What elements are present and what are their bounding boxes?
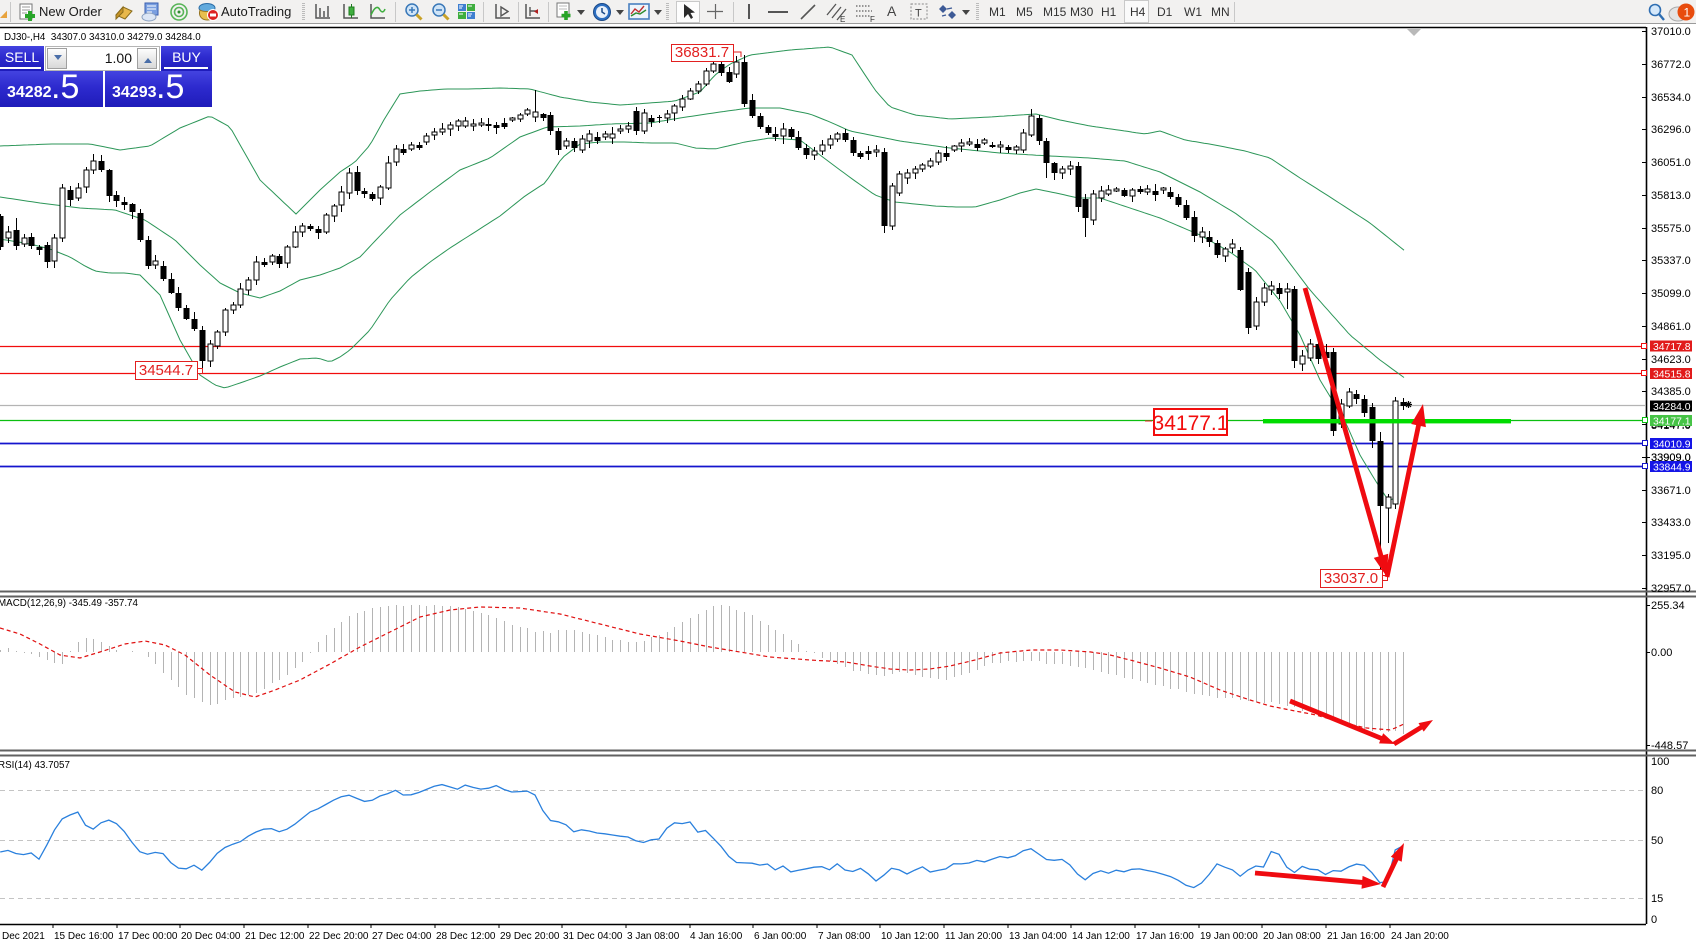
svg-text:27 Dec 04:00: 27 Dec 04:00	[372, 931, 432, 942]
svg-text:15 Dec 16:00: 15 Dec 16:00	[54, 931, 114, 942]
svg-text:0: 0	[1651, 914, 1657, 926]
svg-text:37010.0: 37010.0	[1651, 26, 1691, 38]
svg-text:T: T	[915, 8, 922, 20]
svg-text:34515.8: 34515.8	[1653, 369, 1691, 380]
svg-text:7 Jan 08:00: 7 Jan 08:00	[818, 931, 871, 942]
svg-text:80: 80	[1651, 785, 1663, 797]
svg-text:255.34: 255.34	[1651, 600, 1685, 612]
svg-text:33037.0: 33037.0	[1324, 570, 1378, 587]
svg-text:13 Jan 04:00: 13 Jan 04:00	[1009, 931, 1067, 942]
svg-text:33195.0: 33195.0	[1651, 550, 1691, 562]
svg-text:35813.0: 35813.0	[1651, 190, 1691, 202]
svg-text:34544.7: 34544.7	[139, 362, 193, 379]
svg-text:15: 15	[1651, 893, 1663, 905]
svg-text:0.00: 0.00	[1651, 647, 1672, 659]
svg-text:35099.0: 35099.0	[1651, 288, 1691, 300]
svg-text:Dec 2021: Dec 2021	[2, 931, 45, 942]
svg-text:20 Jan 08:00: 20 Jan 08:00	[1263, 931, 1321, 942]
svg-text:34010.9: 34010.9	[1653, 439, 1691, 450]
svg-text:1: 1	[1684, 6, 1691, 20]
svg-text:34177.1: 34177.1	[1153, 412, 1229, 435]
svg-text:DJ30-,H4 34307.0 34310.0 3427: DJ30-,H4 34307.0 34310.0 34279.0 34284.0	[4, 32, 201, 43]
svg-text:31 Dec 04:00: 31 Dec 04:00	[563, 931, 623, 942]
svg-text:14 Jan 12:00: 14 Jan 12:00	[1072, 931, 1130, 942]
svg-text:21 Jan 16:00: 21 Jan 16:00	[1327, 931, 1385, 942]
svg-text:36296.0: 36296.0	[1651, 124, 1691, 136]
svg-text:20 Dec 04:00: 20 Dec 04:00	[181, 931, 241, 942]
svg-text:17 Dec 00:00: 17 Dec 00:00	[118, 931, 178, 942]
svg-text:33844.9: 33844.9	[1653, 462, 1691, 473]
svg-text:19 Jan 00:00: 19 Jan 00:00	[1200, 931, 1258, 942]
svg-text:11 Jan 20:00: 11 Jan 20:00	[945, 931, 1003, 942]
svg-text:100: 100	[1651, 756, 1669, 768]
svg-text:36534.0: 36534.0	[1651, 92, 1691, 104]
svg-text:17 Jan 16:00: 17 Jan 16:00	[1136, 931, 1194, 942]
svg-text:36831.7: 36831.7	[675, 44, 729, 61]
svg-text:6 Jan 00:00: 6 Jan 00:00	[754, 931, 807, 942]
svg-text:36772.0: 36772.0	[1651, 59, 1691, 71]
svg-text:34284.0: 34284.0	[1653, 402, 1691, 413]
svg-text:34861.0: 34861.0	[1651, 321, 1691, 333]
svg-text:3 Jan 08:00: 3 Jan 08:00	[627, 931, 680, 942]
svg-text:36051.0: 36051.0	[1651, 157, 1691, 169]
svg-text:21 Dec 12:00: 21 Dec 12:00	[245, 931, 305, 942]
svg-text:4 Jan 16:00: 4 Jan 16:00	[690, 931, 743, 942]
svg-text:35337.0: 35337.0	[1651, 255, 1691, 267]
svg-text:33433.0: 33433.0	[1651, 517, 1691, 529]
svg-text:29 Dec 20:00: 29 Dec 20:00	[500, 931, 560, 942]
svg-text:-448.57: -448.57	[1651, 740, 1688, 752]
svg-text:MACD(12,26,9) -345.49 -357.74: MACD(12,26,9) -345.49 -357.74	[0, 598, 139, 609]
svg-text:24 Jan 20:00: 24 Jan 20:00	[1391, 931, 1449, 942]
svg-text:32957.0: 32957.0	[1651, 583, 1691, 595]
svg-text:22 Dec 20:00: 22 Dec 20:00	[309, 931, 369, 942]
svg-text:RSI(14) 43.7057: RSI(14) 43.7057	[0, 760, 70, 771]
svg-text:34623.0: 34623.0	[1651, 354, 1691, 366]
svg-text:50: 50	[1651, 835, 1663, 847]
svg-text:35575.0: 35575.0	[1651, 223, 1691, 235]
svg-text:34177.1: 34177.1	[1653, 416, 1691, 427]
svg-text:10 Jan 12:00: 10 Jan 12:00	[881, 931, 939, 942]
svg-text:33671.0: 33671.0	[1651, 485, 1691, 497]
svg-text:28 Dec 12:00: 28 Dec 12:00	[436, 931, 496, 942]
svg-text:34717.8: 34717.8	[1653, 342, 1691, 353]
svg-text:F: F	[870, 15, 875, 23]
svg-text:E: E	[840, 15, 845, 23]
svg-text:34385.0: 34385.0	[1651, 386, 1691, 398]
